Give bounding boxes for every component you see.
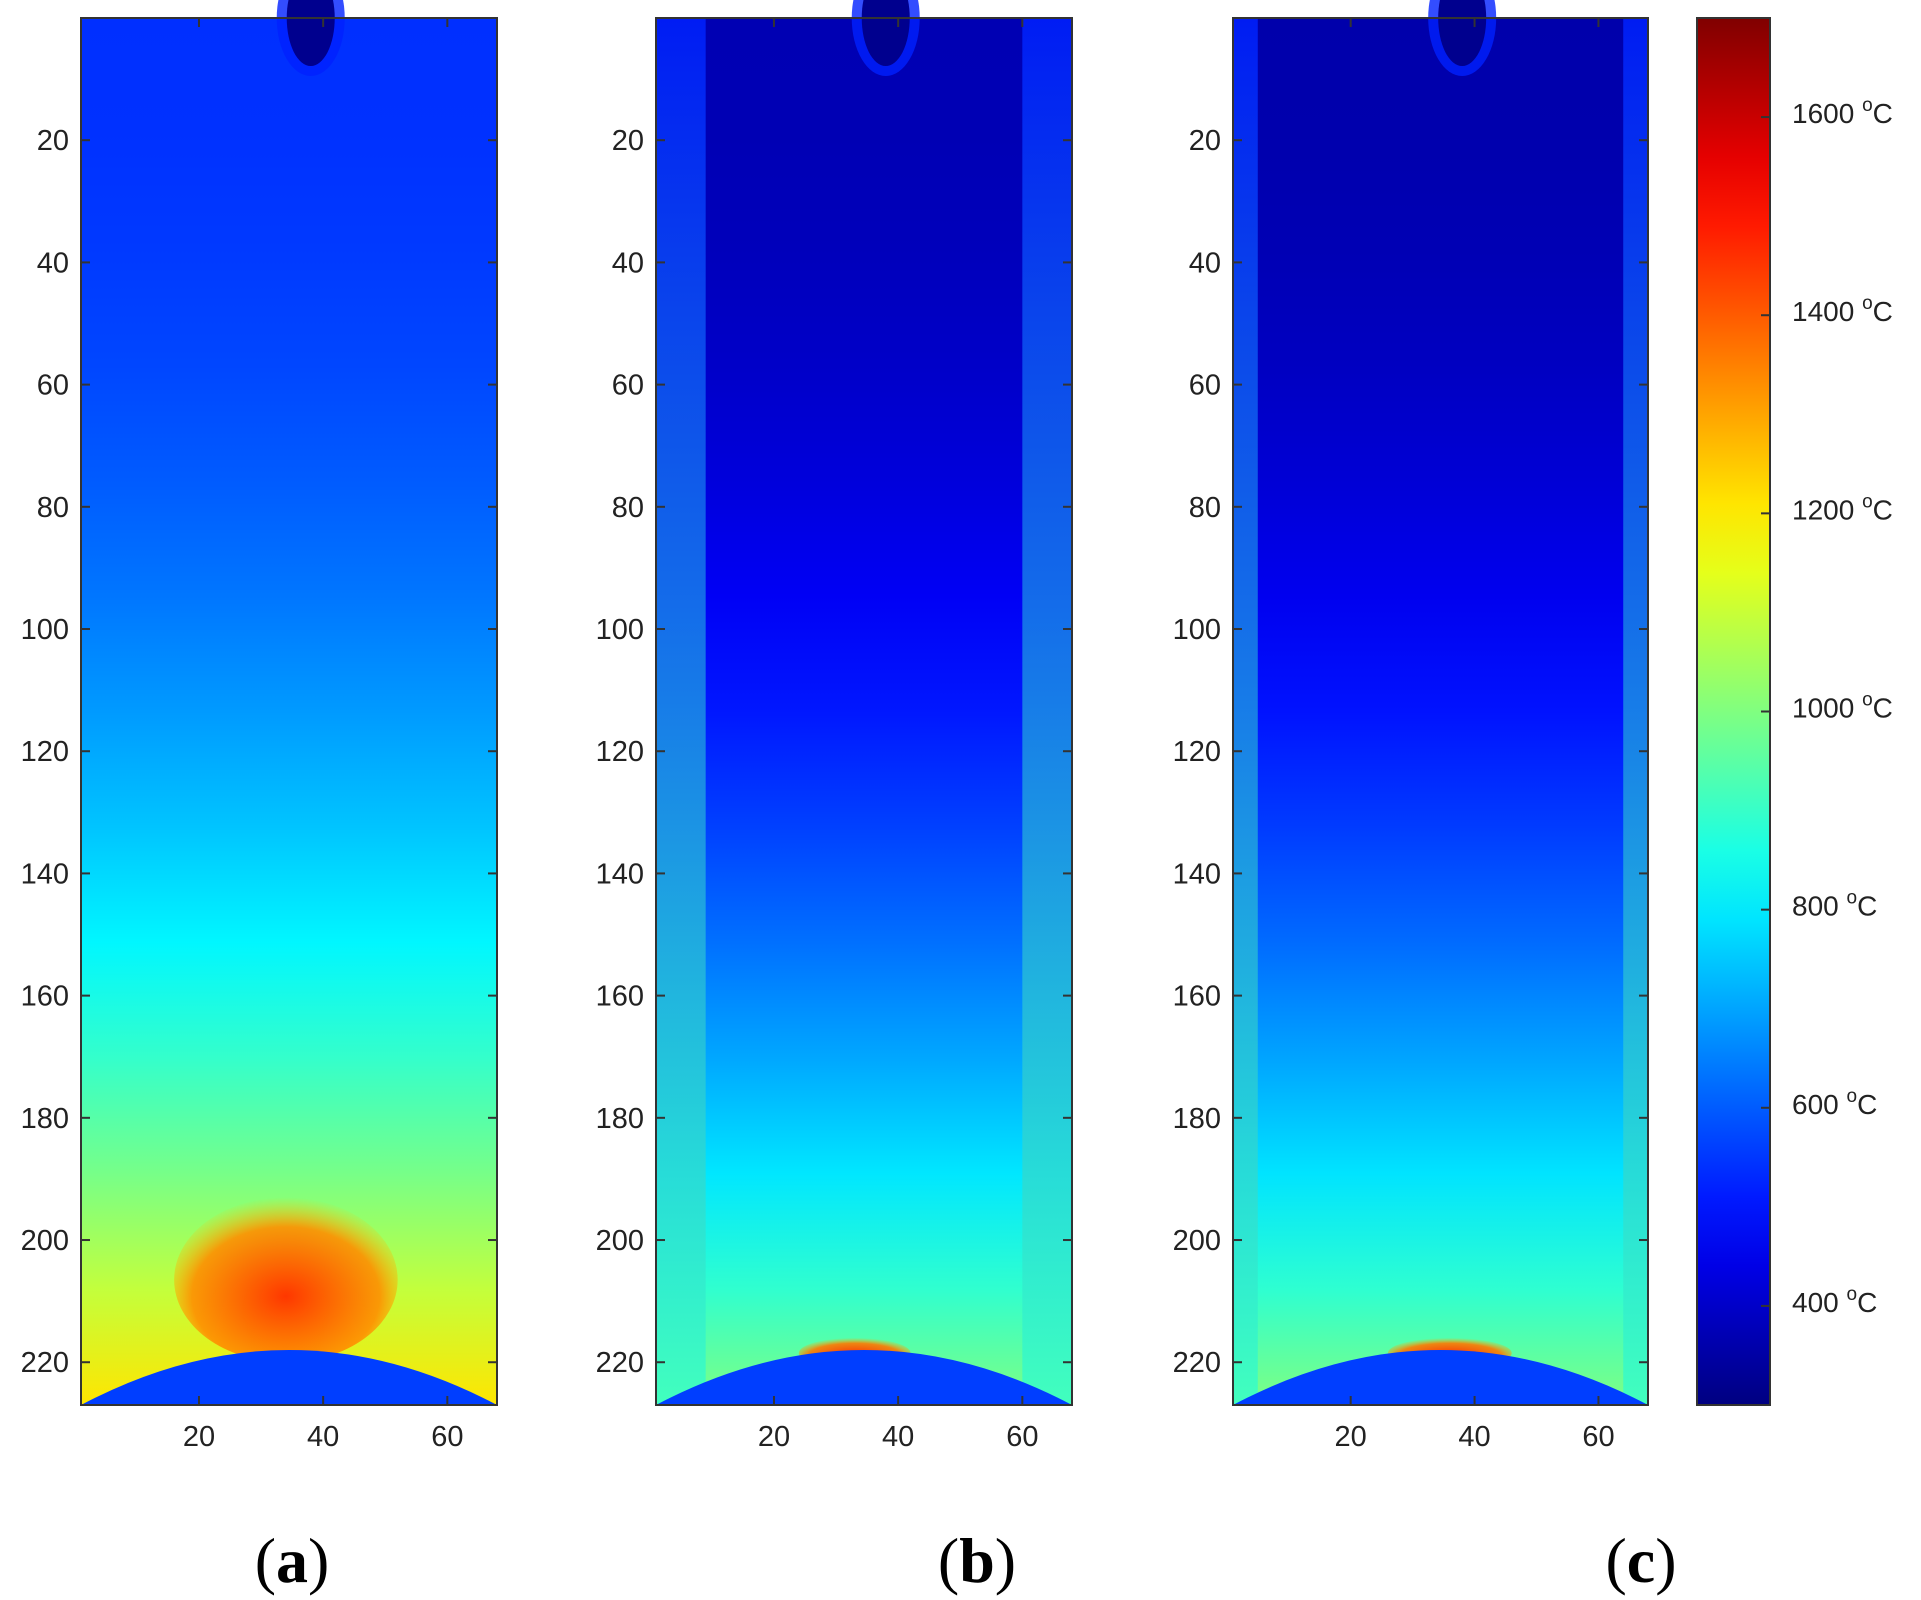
y-tick-label: 220 (1173, 1347, 1221, 1379)
y-tick-label: 60 (612, 370, 644, 402)
bottom-dome (1233, 1350, 1648, 1405)
y-tick-label: 160 (21, 981, 69, 1013)
y-tick-label: 200 (1173, 1225, 1221, 1257)
panel-label-c: (c) (1605, 1525, 1676, 1596)
y-tick-label: 120 (1173, 736, 1221, 768)
x-tick-label: 40 (882, 1421, 914, 1453)
edge-strip-left (1233, 18, 1258, 1405)
panel-label-b: (b) (938, 1525, 1016, 1596)
x-tick-label: 40 (1458, 1421, 1490, 1453)
axes-frame (1232, 17, 1649, 1406)
colorbar-tick-label: 600 oC (1792, 1086, 1877, 1120)
y-tick-label: 100 (1173, 614, 1221, 646)
heatmap-field (1233, 18, 1648, 1405)
y-tick-label: 140 (1173, 858, 1221, 890)
axes-frame (655, 17, 1073, 1406)
x-tick-label: 20 (758, 1421, 790, 1453)
colorbar-tick-label: 1200 oC (1792, 491, 1893, 525)
edge-strip-right (1022, 18, 1072, 1405)
top-notch (286, 0, 335, 66)
y-tick-label: 100 (21, 614, 69, 646)
axes-frame (80, 17, 498, 1406)
colorbar-tick-label: 1000 oC (1792, 690, 1893, 724)
y-tick-label: 140 (596, 858, 644, 890)
x-tick-label: 20 (1335, 1421, 1367, 1453)
x-tick-label: 40 (307, 1421, 339, 1453)
hot-zone (174, 1197, 398, 1363)
y-tick-label: 140 (21, 858, 69, 890)
heatmap-field (81, 18, 497, 1405)
panel-label-a: (a) (255, 1525, 330, 1596)
y-tick-label: 60 (37, 370, 69, 402)
y-tick-label: 80 (1189, 492, 1221, 524)
y-tick-label: 220 (21, 1347, 69, 1379)
y-tick-label: 180 (1173, 1103, 1221, 1135)
y-tick-label: 200 (596, 1225, 644, 1257)
y-tick-label: 160 (1173, 981, 1221, 1013)
y-tick-label: 20 (612, 125, 644, 157)
y-tick-label: 40 (37, 247, 69, 279)
y-tick-label: 40 (612, 247, 644, 279)
x-tick-label: 60 (431, 1421, 463, 1453)
bottom-dome (656, 1350, 1072, 1405)
y-tick-label: 20 (37, 125, 69, 157)
colorbar-tick-label: 1600 oC (1792, 95, 1893, 129)
y-tick-label: 200 (21, 1225, 69, 1257)
y-tick-label: 220 (596, 1347, 644, 1379)
colorbar-gradient (1696, 17, 1771, 1406)
heatmap-panel-a: 20 40 60 80 100 120 140 160 180 200 220 20 40 60 (21, 0, 498, 1453)
heatmap-panels: 20 40 60 80 100 120 140 160 180 200 220 20 40 60 20 40 6… (21, 0, 1649, 1453)
y-tick-label: 60 (1189, 370, 1221, 402)
y-tick-label: 40 (1189, 247, 1221, 279)
x-tick-label: 20 (183, 1421, 215, 1453)
edge-strip-left (656, 18, 706, 1405)
x-tick-label: 60 (1006, 1421, 1038, 1453)
y-tick-label: 80 (612, 492, 644, 524)
y-tick-label: 160 (596, 981, 644, 1013)
heatmap-panel-c: 20 40 60 80 100 120 140 160 180 200 220 20 40 60 (1173, 0, 1649, 1453)
y-tick-label: 180 (596, 1103, 644, 1135)
x-tick-label: 60 (1582, 1421, 1614, 1453)
y-tick-label: 120 (596, 736, 644, 768)
heatmap-panel-b: 20 40 60 80 100 120 140 160 180 200 220 20 40 60 (596, 0, 1073, 1453)
colorbar: 400 oC 600 oC 800 oC 1000 oC 1200 oC 1400 oC 1… (1696, 17, 1893, 1406)
edge-strip-right (1623, 18, 1648, 1405)
top-notch (861, 0, 910, 66)
colorbar-tick-label: 800 oC (1792, 888, 1877, 922)
y-tick-label: 180 (21, 1103, 69, 1135)
y-tick-label: 20 (1189, 125, 1221, 157)
top-notch (1438, 0, 1487, 66)
y-tick-label: 120 (21, 736, 69, 768)
y-tick-label: 80 (37, 492, 69, 524)
panel-labels: (a) (b) (c) (255, 1525, 1677, 1596)
colorbar-tick-label: 1400 oC (1792, 293, 1893, 327)
colorbar-tick-label: 400 oC (1792, 1284, 1877, 1318)
heatmap-field (656, 18, 1072, 1405)
y-tick-label: 100 (596, 614, 644, 646)
bottom-dome (81, 1350, 497, 1405)
